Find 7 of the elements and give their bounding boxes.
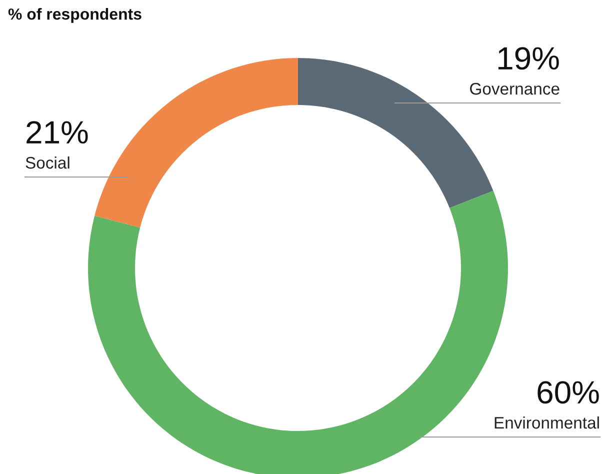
data-label: 21% — [26, 121, 88, 144]
chart-title: % of respondents — [8, 8, 142, 23]
slice-label: Governance — [470, 82, 560, 95]
slice-label: Environmental — [494, 416, 599, 429]
slice-label: Social — [26, 156, 70, 169]
data-label: 19% — [498, 47, 559, 70]
data-label: 60% — [538, 381, 599, 404]
